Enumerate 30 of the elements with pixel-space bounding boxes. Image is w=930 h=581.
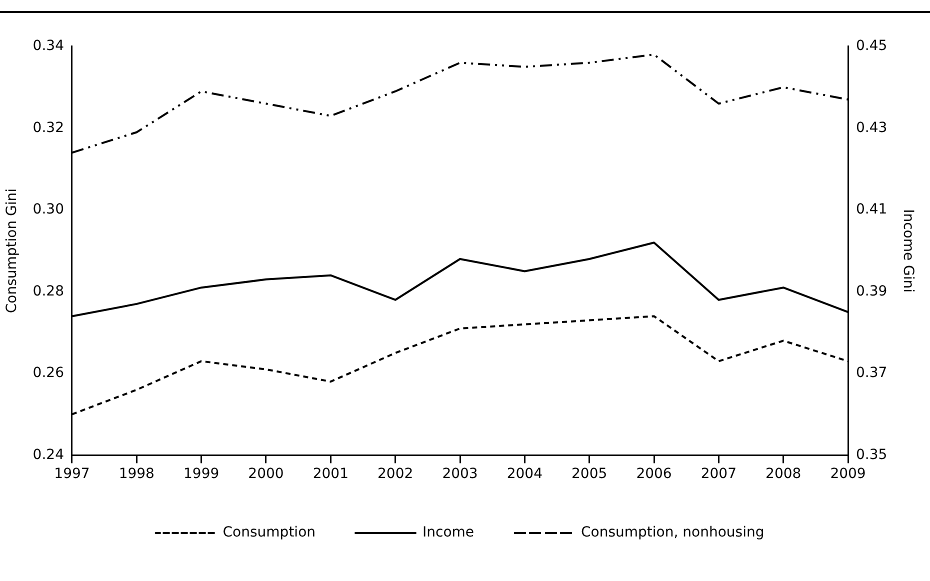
x-tick-label: 2004 bbox=[506, 466, 543, 482]
y-tick-label: 0.30 bbox=[32, 202, 64, 218]
x-tick-label: 2001 bbox=[312, 466, 348, 482]
y2-tick-label: 0.35 bbox=[856, 446, 888, 463]
x-tick-label: 1999 bbox=[183, 466, 220, 482]
x-tick-label: 2005 bbox=[572, 466, 608, 482]
y2-tick-label: 0.39 bbox=[856, 283, 888, 300]
legend-label: Consumption bbox=[222, 524, 316, 541]
y-tick-label: 0.26 bbox=[32, 365, 64, 382]
y-tick-label: 0.32 bbox=[32, 120, 64, 136]
y-tick-label: 0.28 bbox=[32, 283, 64, 300]
x-tick-label: 2006 bbox=[636, 466, 672, 482]
x-tick-label: 2002 bbox=[378, 466, 414, 482]
x-tick-label: 2009 bbox=[830, 466, 866, 482]
y-tick-label: 0.24 bbox=[32, 446, 64, 463]
y2-tick-label: 0.45 bbox=[856, 38, 888, 54]
y2-tick-label: 0.41 bbox=[856, 202, 888, 218]
x-tick-label: 1997 bbox=[54, 466, 90, 482]
legend-label: Income bbox=[422, 524, 474, 541]
y2-tick-label: 0.43 bbox=[856, 120, 888, 136]
y-axis-title: Consumption Gini bbox=[4, 188, 20, 314]
y2-axis-title: Income Gini bbox=[900, 209, 916, 293]
x-tick-label: 2003 bbox=[442, 466, 478, 482]
x-tick-label: 1998 bbox=[118, 466, 154, 482]
x-tick-label: 2008 bbox=[766, 466, 802, 482]
y2-tick-label: 0.37 bbox=[856, 365, 888, 382]
legend-label: Consumption, nonhousing bbox=[581, 524, 764, 541]
x-tick-label: 2007 bbox=[700, 466, 737, 482]
x-tick-label: 2000 bbox=[248, 466, 284, 482]
y-tick-label: 0.34 bbox=[32, 38, 64, 54]
